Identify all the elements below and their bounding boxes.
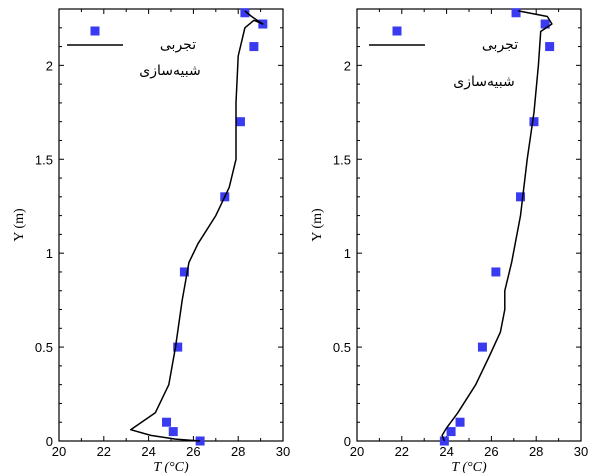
y-tick-label: 1: [344, 246, 351, 261]
x-tick-label: 24: [439, 444, 453, 459]
experiment-marker: [179, 267, 189, 277]
experiment-marker: [249, 42, 259, 52]
experiment-marker: [540, 19, 550, 29]
simulation-line: [129, 10, 264, 442]
x-tick-label: 30: [276, 444, 290, 459]
legend-label-experiment: تجربی: [482, 37, 518, 53]
x-tick-label: 28: [231, 444, 245, 459]
y-tick-label: 2: [344, 58, 351, 73]
experiment-marker: [516, 192, 526, 202]
experiment-marker: [455, 417, 465, 427]
x-tick-label: 20: [52, 444, 66, 459]
y-tick-label: 2: [46, 58, 53, 73]
x-tick-label: 20: [350, 444, 364, 459]
experiment-marker: [477, 342, 487, 352]
simulation-line: [441, 10, 553, 442]
y-tick-label: 1.5: [333, 152, 351, 167]
x-tick-label: 22: [97, 444, 111, 459]
experiment-marker: [162, 417, 172, 427]
y-axis-label: Y (m): [310, 208, 325, 242]
legend-label-experiment: تجربی: [160, 37, 196, 53]
experiment-marker: [446, 427, 456, 437]
chart-right: 20 22 24 26 28 30 0 0.5 1 1.5 2 T (°C) Y (m) تجربی شبی…: [310, 8, 588, 473]
experiment-marker: [168, 427, 178, 437]
y-tick-label: 0: [344, 434, 351, 449]
experiment-marker: [511, 8, 521, 18]
legend-label-simulation: شبیه‌سازی: [453, 74, 514, 90]
experiment-marker: [173, 342, 183, 352]
x-axis-label: T (°C): [153, 460, 189, 473]
experiment-marker: [529, 117, 539, 127]
legend-label-simulation: شبیه‌سازی: [139, 63, 200, 79]
y-tick-label: 0: [46, 434, 53, 449]
y-tick-label: 0.5: [333, 340, 351, 355]
x-tick-label: 26: [484, 444, 498, 459]
x-tick-label: 30: [574, 444, 588, 459]
x-tick-label: 24: [141, 444, 155, 459]
chart-left: 20 22 24 26 28 30 0 0.5 1 1.5 2 T (°C) Y (m) تجربی شبی…: [12, 8, 290, 473]
y-tick-label: 1: [46, 246, 53, 261]
y-axis-label: Y (m): [12, 208, 27, 242]
legend-marker-symbol: [90, 26, 100, 36]
experiment-marker: [235, 117, 245, 127]
x-axis-label: T (°C): [451, 460, 487, 473]
experiment-marker: [195, 436, 205, 446]
x-tick-label: 28: [529, 444, 543, 459]
experiment-marker: [545, 42, 555, 52]
y-tick-label: 1.5: [35, 152, 53, 167]
x-tick-label: 22: [395, 444, 409, 459]
experiment-marker: [240, 8, 250, 18]
legend-marker-symbol: [392, 26, 402, 36]
x-tick-label: 26: [186, 444, 200, 459]
experiment-marker: [491, 267, 501, 277]
y-tick-label: 0.5: [35, 340, 53, 355]
